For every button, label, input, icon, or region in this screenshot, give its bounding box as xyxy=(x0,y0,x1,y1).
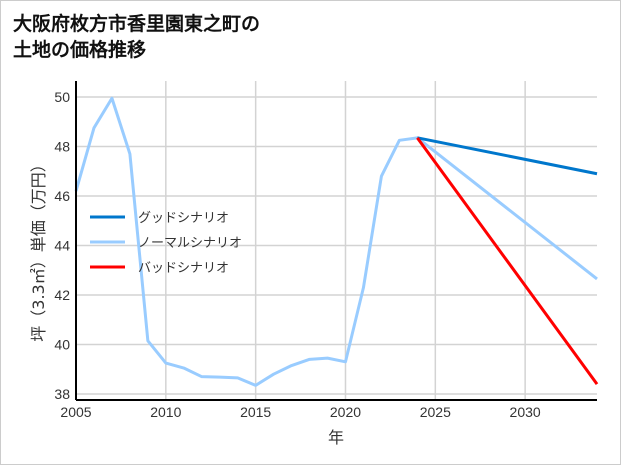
y-tick-label: 44 xyxy=(54,238,70,254)
x-tick-label: 2005 xyxy=(60,404,91,420)
x-tick-label: 2020 xyxy=(330,404,361,420)
y-tick-label: 42 xyxy=(54,287,70,303)
series-line-0 xyxy=(417,136,598,176)
y-tick-label: 50 xyxy=(54,89,70,105)
x-tick-label: 2015 xyxy=(240,404,271,420)
legend-label: バッドシナリオ xyxy=(138,261,229,276)
x-tick-label: 2010 xyxy=(150,404,181,420)
x-tick-label: 2025 xyxy=(420,404,451,420)
y-tick-label: 48 xyxy=(54,139,70,155)
legend-label: ノーマルシナリオ xyxy=(138,236,242,251)
series-line-2 xyxy=(416,136,599,385)
x-axis-label: 年 xyxy=(328,428,344,447)
legend-label: グッドシナリオ xyxy=(138,211,229,226)
x-tick-label: 2030 xyxy=(510,404,541,420)
y-tick-label: 40 xyxy=(54,337,70,353)
chart-title: 大阪府枚方市香里園東之町の 土地の価格推移 xyxy=(13,13,261,61)
series-line-1 xyxy=(74,96,598,387)
y-axis-label: 坪（3.3㎡）単価（万円） xyxy=(29,156,48,341)
y-tick-label: 46 xyxy=(54,188,70,204)
y-tick-label: 38 xyxy=(54,386,70,402)
